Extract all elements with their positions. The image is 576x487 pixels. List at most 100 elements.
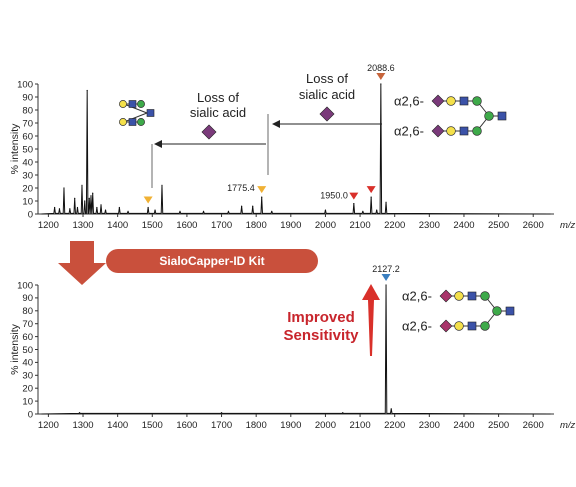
transition-arrow-icon [58,241,106,285]
galactose-icon [119,100,127,108]
x-tick-label: 2600 [523,220,544,231]
x-tick-label: 1300 [72,420,93,431]
peak-point [324,209,327,211]
peak-point [380,83,382,85]
galactose-icon [454,291,464,301]
x-tick-label: 2300 [419,220,440,231]
glcnac-icon [128,100,137,108]
improved-line2: Sensitivity [283,327,359,344]
x-tick-label: 2100 [349,220,370,231]
x-tick-label: 1900 [280,420,301,431]
peak-label: 1950.0 [320,191,348,201]
peak-point [58,208,61,210]
y-tick-label: 70 [22,118,33,129]
peak-point [74,197,76,199]
x-tick-label: 2000 [315,420,336,431]
loss1-line1: Loss of [197,90,239,105]
peak-point [353,203,355,205]
y-tick-label: 60 [22,332,33,343]
y-tick-label: 0 [28,209,33,220]
y-tick-label: 80 [22,306,33,317]
y-tick-label: 90 [22,293,33,304]
glcnac-icon [467,291,477,301]
y-tick-label: 0 [28,409,33,420]
peak-point [385,284,387,286]
loss-annotation-2: Loss of sialic acid [267,71,382,175]
x-tick-label: 1400 [107,220,128,231]
peak-point [90,195,92,197]
peak-label: 1775.4 [227,183,255,193]
glcnac-icon [128,118,137,126]
peak-marker [376,73,386,80]
x-tick-label: 2100 [349,420,370,431]
glcnac-icon [146,109,155,117]
linkage-label: α2,6- [402,319,432,334]
arrow-1-head [154,140,162,148]
x-tick-label: 1800 [246,420,267,431]
peak-point [84,200,86,202]
arrow-2-head [272,120,280,128]
peak-marker [366,186,376,194]
y-tick-label: 100 [17,79,33,90]
galactose-icon [446,126,456,136]
x-axis-label: m/z [560,420,576,431]
x-tick-label: 1600 [176,220,197,231]
x-tick-label: 2400 [453,420,474,431]
peak-point [370,196,372,198]
glcnac-icon [459,96,469,106]
x-tick-label: 2500 [488,420,509,431]
x-tick-label: 2500 [488,220,509,231]
x-tick-label: 1700 [211,220,232,231]
peak-point [271,210,273,212]
peak-point [179,210,181,212]
x-tick-label: 2200 [384,420,405,431]
x-tick-label: 1700 [211,420,232,431]
y-tick-label: 30 [22,371,33,382]
kit-banner [106,249,318,273]
peak-point [376,209,378,211]
peak-point [78,412,81,414]
mannose-icon [492,306,502,316]
galactose-icon [454,321,464,331]
sialic-acid-icon [431,124,445,138]
spectrum-trace [41,284,551,415]
peak-point [252,205,254,207]
glcnac-icon [497,111,507,121]
peak-marker [381,274,391,281]
peak-point [100,204,102,206]
y-axis-label: % intensity [9,123,21,175]
peak-point [220,412,223,414]
peak-point [154,209,156,211]
y-tick-label: 90 [22,92,33,103]
glcnac-icon [505,306,515,316]
peak-marker [143,196,153,204]
x-tick-label: 1300 [72,220,93,231]
improved-line1: Improved [287,309,355,326]
top-glycan-structure: α2,6- α2,6- [394,94,507,139]
x-tick-label: 2600 [523,420,544,431]
galactose-icon [446,96,456,106]
peak-point [362,210,364,212]
y-tick-label: 40 [22,358,33,369]
kit-banner-label: SialoCapper-ID Kit [159,254,264,268]
peak-point [390,408,392,410]
peak-marker [257,186,267,194]
x-tick-label: 2400 [453,220,474,231]
peak-point [147,206,149,209]
y-tick-label: 20 [22,384,33,395]
sialic-acid-icon [439,319,453,333]
y-tick-label: 60 [22,131,33,142]
y-axis-label: % intensity [9,323,21,375]
peak-point [86,89,88,92]
loss1-line2: sialic acid [190,105,246,120]
x-tick-label: 1800 [246,220,267,231]
y-tick-label: 100 [17,280,33,291]
mannose-icon [480,291,490,301]
y-tick-label: 20 [22,183,33,194]
loss-annotation-1: Loss of sialic acid [151,90,266,188]
x-tick-label: 2000 [315,220,336,231]
y-tick-label: 50 [22,345,33,356]
y-tick-label: 50 [22,144,33,155]
loss2-line1: Loss of [306,71,348,86]
